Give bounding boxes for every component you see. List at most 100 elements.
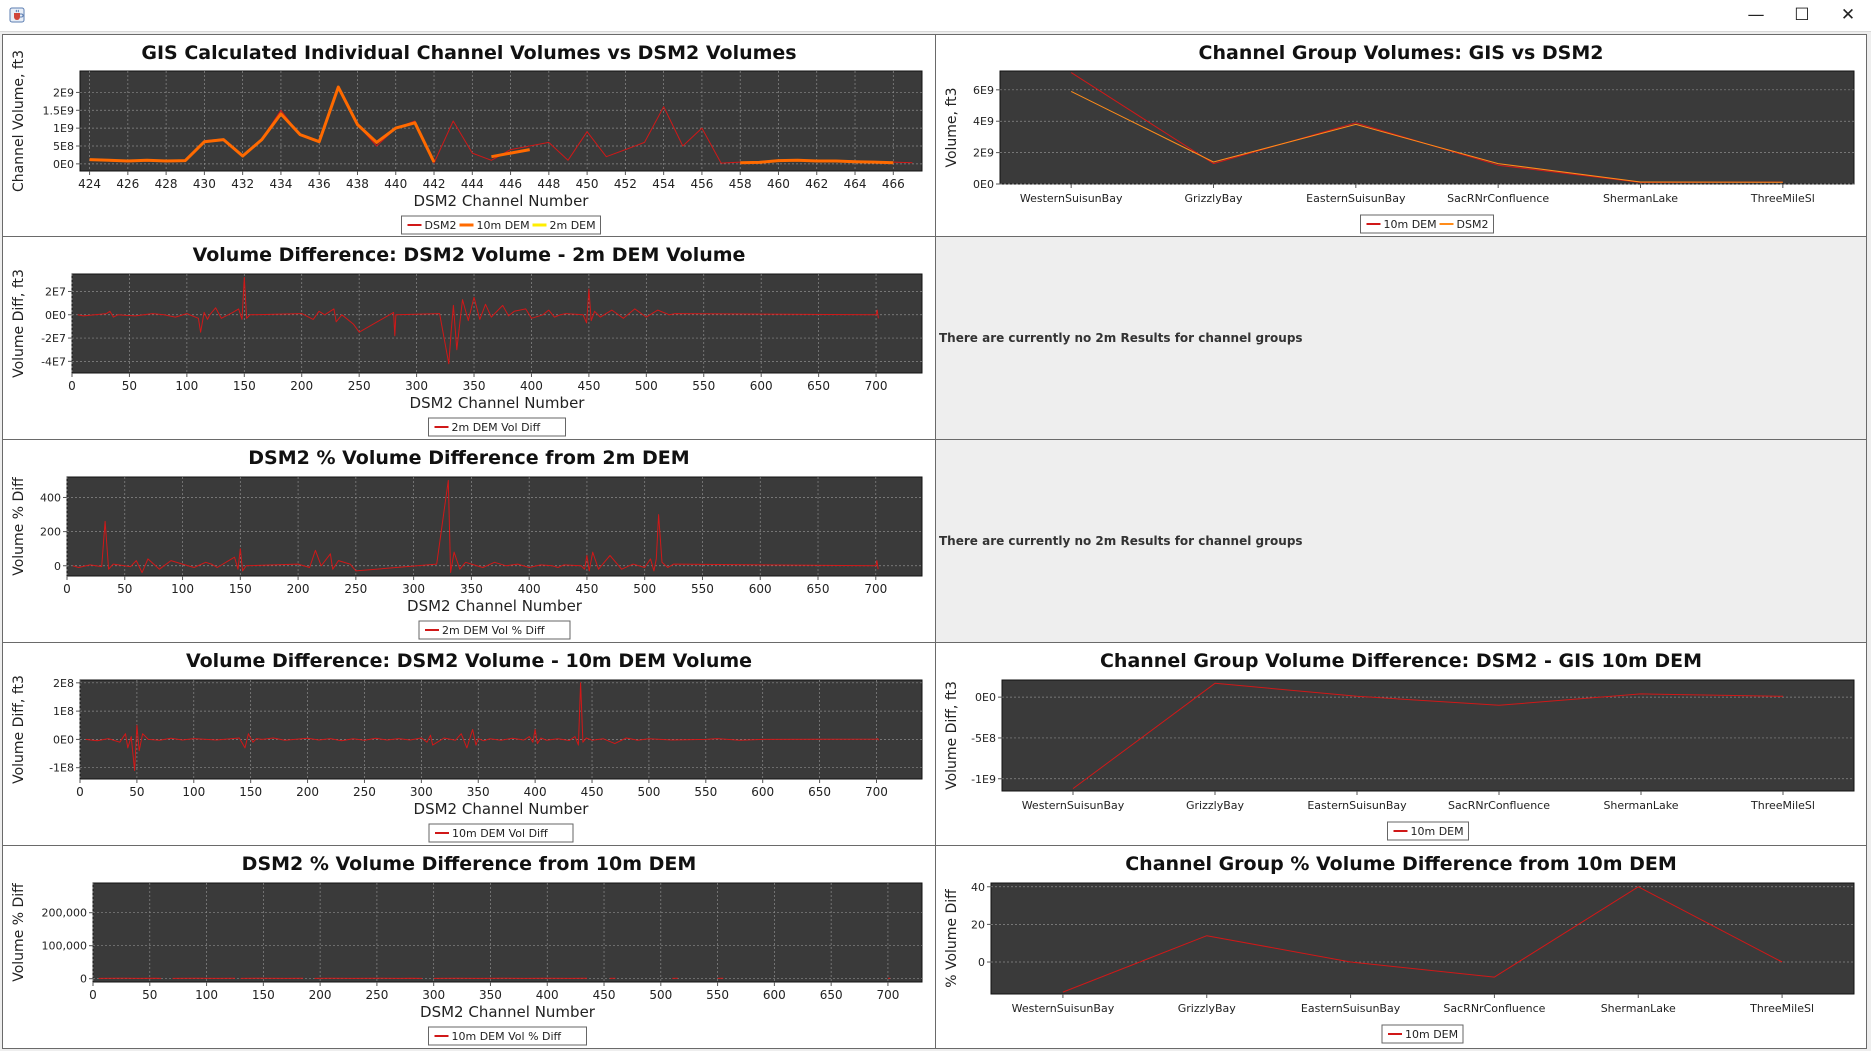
x-tick-label: 200 bbox=[287, 582, 310, 596]
x-tick-label: 700 bbox=[865, 785, 888, 799]
chart-group-vol-diff-10m: Channel Group Volume Difference: DSM2 - … bbox=[944, 650, 1855, 841]
y-tick-label: 1.5E9 bbox=[43, 104, 74, 117]
x-tick-label: 462 bbox=[805, 177, 828, 191]
x-tick-label: 450 bbox=[576, 177, 599, 191]
x-tick-label: 700 bbox=[865, 379, 888, 393]
legend: 10m DEM bbox=[1387, 821, 1469, 841]
series-line-2m-dem-vol-diff bbox=[77, 277, 879, 365]
chart-title: GIS Calculated Individual Channel Volume… bbox=[141, 42, 796, 64]
series-line-10m-dem bbox=[491, 148, 530, 159]
x-tick-label: 400 bbox=[518, 582, 541, 596]
y-tick-label: -1E9 bbox=[971, 773, 996, 786]
y-tick-label: 0 bbox=[54, 560, 61, 573]
x-category-label: WesternSuisunBay bbox=[1022, 799, 1125, 812]
series-line-2m-dem-vol-diff bbox=[72, 479, 879, 574]
y-tick-label: 0E0 bbox=[45, 309, 66, 322]
y-tick-label: 0 bbox=[80, 973, 87, 986]
x-tick-label: 448 bbox=[537, 177, 560, 191]
x-tick-label: 250 bbox=[353, 785, 376, 799]
x-tick-label: 446 bbox=[499, 177, 522, 191]
y-axis-label: Channel Volume, ft3 bbox=[11, 50, 27, 192]
y-tick-label: 2E9 bbox=[53, 86, 74, 99]
series-line-dsm2 bbox=[1070, 90, 1783, 183]
x-tick-label: 0 bbox=[68, 379, 76, 393]
legend-entry: 10m DEM bbox=[477, 219, 530, 232]
x-tick-label: 300 bbox=[402, 582, 425, 596]
x-category-label: SacRNrConfluence bbox=[1443, 1002, 1545, 1015]
x-tick-label: 50 bbox=[122, 379, 137, 393]
y-tick-label: 20 bbox=[971, 918, 985, 931]
x-tick-label: 500 bbox=[637, 785, 660, 799]
y-axis-label: Volume Diff, ft3 bbox=[11, 675, 27, 784]
chart-title: Channel Group Volume Difference: DSM2 - … bbox=[1100, 650, 1702, 672]
legend-box bbox=[1381, 1024, 1464, 1044]
chart-individual-volumes: GIS Calculated Individual Channel Volume… bbox=[11, 42, 923, 235]
y-tick-label: 0E0 bbox=[975, 691, 996, 704]
y-tick-label: 2E8 bbox=[53, 677, 74, 690]
minimize-button[interactable]: — bbox=[1747, 5, 1765, 25]
x-tick-label: 150 bbox=[252, 988, 275, 1002]
x-tick-label: 150 bbox=[233, 379, 256, 393]
y-tick-label: 200 bbox=[40, 526, 61, 539]
x-tick-label: 438 bbox=[346, 177, 369, 191]
no-results-message: There are currently no 2m Results for ch… bbox=[939, 331, 1303, 345]
y-tick-label: 1E9 bbox=[53, 122, 74, 135]
chart-title: DSM2 % Volume Difference from 2m DEM bbox=[248, 447, 689, 469]
x-category-label: EasternSuisunBay bbox=[1306, 192, 1406, 205]
x-tick-label: 450 bbox=[577, 379, 600, 393]
x-tick-label: 0 bbox=[63, 582, 71, 596]
x-tick-label: 650 bbox=[807, 379, 830, 393]
y-tick-label: 1E8 bbox=[53, 705, 74, 718]
x-tick-label: 350 bbox=[460, 582, 483, 596]
close-button[interactable]: ✕ bbox=[1840, 5, 1856, 25]
series-line-10m-dem bbox=[740, 158, 894, 165]
x-tick-label: 650 bbox=[807, 582, 830, 596]
x-axis-label: DSM2 Channel Number bbox=[414, 800, 590, 818]
y-tick-label: 5E8 bbox=[53, 140, 74, 153]
x-tick-label: 464 bbox=[844, 177, 867, 191]
x-tick-label: 100 bbox=[195, 988, 218, 1002]
x-axis-label: DSM2 Channel Number bbox=[420, 1003, 596, 1021]
x-tick-label: 250 bbox=[365, 988, 388, 1002]
chart-grid: GIS Calculated Individual Channel Volume… bbox=[0, 32, 1871, 1051]
x-tick-label: 550 bbox=[692, 379, 715, 393]
x-tick-label: 460 bbox=[767, 177, 790, 191]
x-tick-label: 50 bbox=[117, 582, 132, 596]
y-tick-label: -2E7 bbox=[41, 332, 66, 345]
x-tick-label: 550 bbox=[706, 988, 729, 1002]
chart-vol-diff-10m: Volume Difference: DSM2 Volume - 10m DEM… bbox=[11, 650, 923, 843]
plot-area bbox=[92, 882, 923, 983]
chart-title: Channel Group Volumes: GIS vs DSM2 bbox=[1199, 42, 1604, 64]
x-tick-label: 250 bbox=[348, 379, 371, 393]
x-tick-label: 700 bbox=[876, 988, 899, 1002]
y-tick-label: 200,000 bbox=[42, 907, 88, 920]
chart-panel-vol-diff-10m: Volume Difference: DSM2 Volume - 10m DEM… bbox=[2, 642, 936, 846]
x-tick-label: 350 bbox=[463, 379, 486, 393]
x-tick-label: 100 bbox=[171, 582, 194, 596]
no-results-message: There are currently no 2m Results for ch… bbox=[939, 534, 1303, 548]
y-tick-label: -5E8 bbox=[971, 732, 996, 745]
x-tick-label: 500 bbox=[649, 988, 672, 1002]
x-tick-label: 550 bbox=[694, 785, 717, 799]
x-tick-label: 450 bbox=[593, 988, 616, 1002]
y-tick-label: 0E0 bbox=[53, 158, 74, 171]
legend-box bbox=[418, 620, 571, 640]
chart-panel-pct-diff-10m: DSM2 % Volume Difference from 10m DEM 0 10… bbox=[2, 845, 936, 1049]
x-tick-label: 300 bbox=[422, 988, 445, 1002]
chart-vol-diff-2m: Volume Difference: DSM2 Volume - 2m DEM … bbox=[11, 244, 923, 437]
x-category-label: ShermanLake bbox=[1603, 799, 1678, 812]
legend-box bbox=[1360, 214, 1494, 234]
x-category-label: ThreeMileSl bbox=[1750, 799, 1815, 812]
maximize-button[interactable]: ☐ bbox=[1794, 5, 1810, 25]
x-tick-label: 444 bbox=[461, 177, 484, 191]
x-category-label: ShermanLake bbox=[1601, 1002, 1676, 1015]
x-axis-label: DSM2 Channel Number bbox=[410, 394, 586, 412]
y-axis-label: Volume % Diff bbox=[11, 883, 27, 982]
y-axis-label: Volume Diff, ft3 bbox=[11, 269, 27, 378]
x-tick-label: 450 bbox=[575, 582, 598, 596]
x-tick-label: 400 bbox=[536, 988, 559, 1002]
chart-panel-group-vol-diff-10m: Channel Group Volume Difference: DSM2 - … bbox=[935, 642, 1867, 846]
x-tick-label: 440 bbox=[384, 177, 407, 191]
x-category-label: WesternSuisunBay bbox=[1012, 1002, 1115, 1015]
legend-entry: 10m DEM bbox=[1405, 1028, 1458, 1041]
